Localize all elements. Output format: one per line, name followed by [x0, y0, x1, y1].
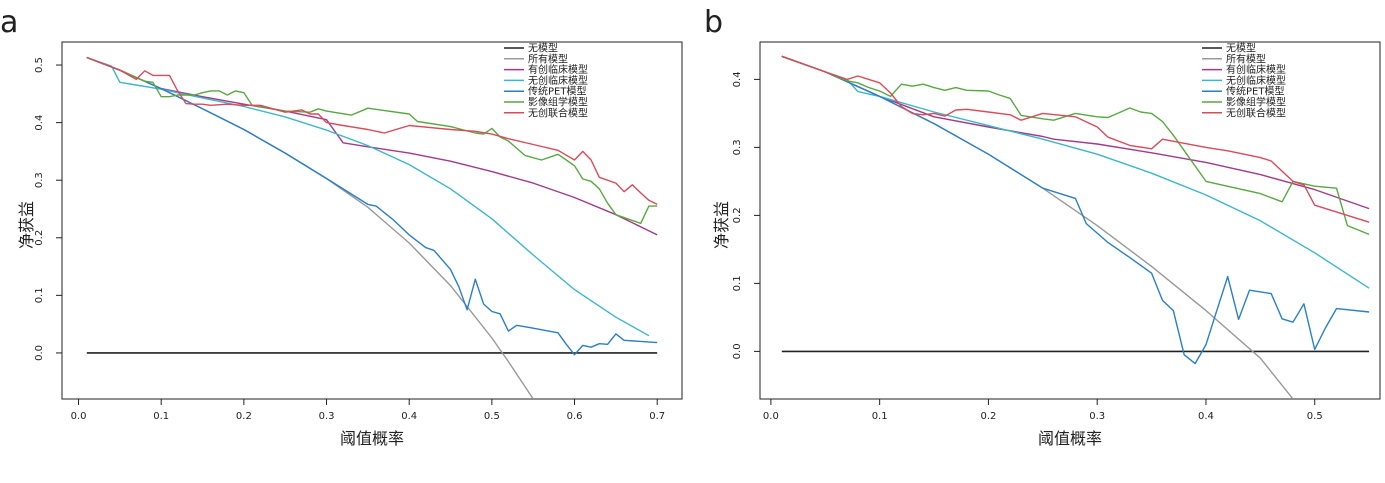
- series-line: [86, 56, 658, 236]
- legend-label: 传统PET模型: [1226, 85, 1284, 98]
- panel-label: a: [0, 5, 18, 40]
- chart-panel-a: a 0.00.10.20.30.40.5 0.0 0.1 0.2 0.3 0.4 0.5 0…: [0, 5, 683, 448]
- legend-label: 无创联合模型: [528, 106, 588, 119]
- x-tick-label: 0.5: [484, 411, 500, 422]
- series-line: [86, 56, 658, 356]
- series-line: [86, 56, 658, 225]
- y-axis: 0.0 0.1 0.2 0.3 0.4 0.5: [34, 57, 62, 361]
- x-tick-label: 0.2: [236, 411, 252, 422]
- x-tick-label: 0.5: [1307, 411, 1323, 422]
- y-tick-label: 0.0: [732, 343, 743, 359]
- x-tick-label: 0.7: [649, 411, 665, 422]
- y-tick-label: 0.3: [732, 139, 743, 155]
- x-axis: 0.0 0.1 0.2 0.3 0.4 0.5 0.6 0.7: [71, 399, 665, 422]
- y-axis-label: 净获益: [712, 201, 731, 249]
- legend-label: 无模型: [1226, 42, 1256, 55]
- legend-label: 有创临床模型: [528, 63, 588, 76]
- x-tick-label: 0.6: [567, 411, 583, 422]
- y-tick-label: 0.5: [34, 57, 45, 73]
- y-tick-label: 0.0: [34, 345, 45, 361]
- y-tick-label: 0.2: [732, 207, 743, 223]
- series-line: [781, 55, 1294, 399]
- x-tick-label: 0.3: [1089, 411, 1105, 422]
- x-tick-label: 0.1: [153, 411, 169, 422]
- x-tick-label: 0.1: [872, 411, 888, 422]
- x-tick-label: 0.4: [401, 411, 417, 422]
- legend-label: 无模型: [528, 42, 558, 55]
- legend-label: 无创联合模型: [1226, 106, 1286, 119]
- x-tick-label: 0.2: [980, 411, 996, 422]
- legend-label: 影像组学模型: [528, 96, 588, 109]
- series-line: [86, 56, 658, 206]
- legend-label: 所有模型: [1226, 52, 1266, 65]
- x-tick-label: 0.0: [763, 411, 779, 422]
- chart-panel-b: b 0.0 0.1 0.2 0.3 0.4 0.0 0.1 0.2 0.3 0.4 0.5 无模型…: [704, 5, 1381, 448]
- legend-label: 所有模型: [528, 52, 568, 65]
- x-axis: 0.0 0.1 0.2 0.3 0.4 0.5: [763, 399, 1323, 422]
- legend-label: 无创临床模型: [1226, 74, 1286, 87]
- x-axis-label: 阈值概率: [340, 429, 404, 448]
- series-line: [86, 56, 534, 399]
- plot-frame: [759, 41, 1381, 400]
- y-tick-label: 0.3: [34, 172, 45, 188]
- legend-label: 无创临床模型: [528, 74, 588, 87]
- y-tick-label: 0.4: [732, 71, 743, 87]
- y-axis: 0.0 0.1 0.2 0.3 0.4: [732, 71, 760, 359]
- series-lines: [781, 55, 1370, 399]
- panel-label: b: [704, 5, 723, 40]
- x-axis-label: 阈值概率: [1038, 429, 1102, 448]
- x-tick-label: 0.0: [71, 411, 87, 422]
- series-line: [781, 55, 1370, 365]
- y-tick-label: 0.1: [732, 275, 743, 291]
- y-tick-label: 0.2: [34, 230, 45, 246]
- legend-label: 有创临床模型: [1226, 63, 1286, 76]
- series-line: [781, 55, 1370, 223]
- y-tick-label: 0.4: [34, 115, 45, 131]
- series-line: [86, 56, 650, 337]
- plot-frame: [61, 41, 683, 400]
- legend-label: 传统PET模型: [528, 85, 586, 98]
- x-tick-label: 0.4: [1198, 411, 1214, 422]
- y-axis-label: 净获益: [17, 201, 36, 249]
- y-tick-label: 0.1: [34, 287, 45, 303]
- legend-label: 影像组学模型: [1226, 96, 1286, 109]
- series-lines: [86, 56, 658, 399]
- x-tick-label: 0.3: [319, 411, 335, 422]
